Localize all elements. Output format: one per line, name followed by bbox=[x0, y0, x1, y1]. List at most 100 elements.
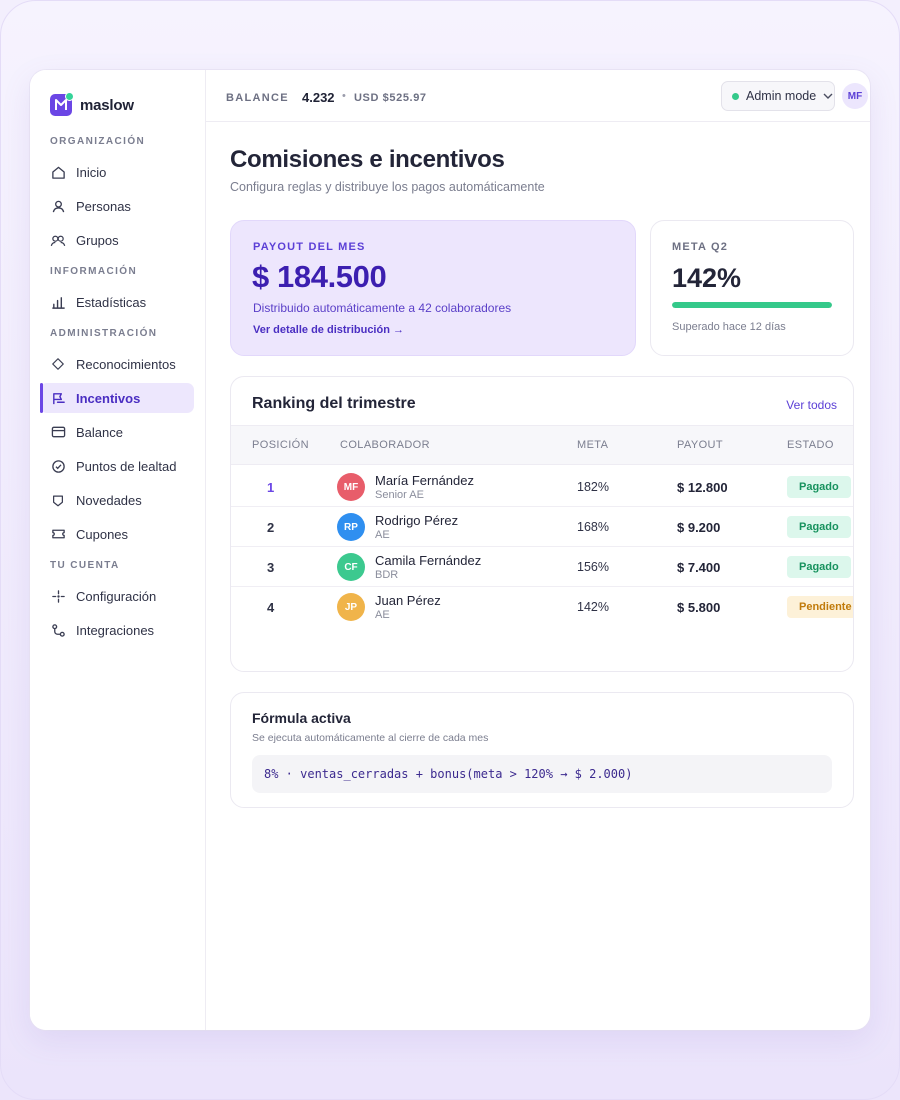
ranking-title: Ranking del trimestre bbox=[252, 395, 416, 412]
home-icon bbox=[50, 164, 66, 180]
sidebar-item-grupos[interactable]: Grupos bbox=[40, 225, 194, 255]
section-label-administracion: ADMINISTRACIÓN bbox=[50, 328, 158, 339]
sidebar-item-integraciones[interactable]: Integraciones bbox=[40, 615, 194, 645]
sidebar-item-label: Grupos bbox=[76, 232, 119, 248]
section-label-tu-cuenta: TU CUENTA bbox=[50, 560, 120, 571]
sidebar-item-label: Estadísticas bbox=[76, 294, 147, 310]
payout-card: PAYOUT DEL MES $ 184.500 Distribuido aut… bbox=[230, 220, 636, 356]
shield-icon bbox=[50, 492, 66, 508]
avatar: RP bbox=[337, 513, 365, 541]
sidebar-item-label: Reconocimientos bbox=[76, 356, 176, 372]
formula-subtitle: Se ejecuta automáticamente al cierre de … bbox=[252, 732, 489, 744]
sidebar-item-novedades[interactable]: Novedades bbox=[40, 485, 194, 515]
table-row[interactable]: 2 RP Rodrigo Pérez AE 168% $ 9.200 Pagad… bbox=[231, 507, 853, 547]
position-cell: 2 bbox=[267, 520, 275, 535]
avatar: JP bbox=[337, 593, 365, 621]
sidebar: maslow ORGANIZACIÓN Inicio Personas Grup… bbox=[30, 70, 206, 1030]
meta-cell: 168% bbox=[577, 520, 609, 534]
meta-label: META Q2 bbox=[672, 241, 729, 253]
user-avatar[interactable]: MF bbox=[842, 83, 868, 109]
user-icon bbox=[50, 198, 66, 214]
diamond-icon bbox=[50, 356, 66, 372]
payout-label: PAYOUT DEL MES bbox=[253, 241, 366, 253]
users-icon bbox=[50, 232, 66, 248]
payout-value: $ 184.500 bbox=[252, 259, 387, 294]
sidebar-item-inicio[interactable]: Inicio bbox=[40, 157, 194, 187]
sidebar-item-estadisticas[interactable]: Estadísticas bbox=[40, 287, 194, 317]
table-row[interactable]: 3 CF Camila Fernández BDR 156% $ 7.400 P… bbox=[231, 547, 853, 587]
position-cell: 4 bbox=[267, 600, 275, 615]
sidebar-item-incentivos[interactable]: Incentivos bbox=[40, 383, 194, 413]
sidebar-item-label: Incentivos bbox=[76, 390, 141, 406]
distribution-detail-link[interactable]: Ver detalle de distribución → bbox=[253, 324, 404, 336]
sidebar-item-balance[interactable]: Balance bbox=[40, 417, 194, 447]
sidebar-item-label: Cupones bbox=[76, 526, 129, 542]
meta-card: META Q2 142% Superado hace 12 días bbox=[650, 220, 854, 356]
column-header-posicion[interactable]: POSICIÓN bbox=[252, 439, 309, 451]
sidebar-item-cupones[interactable]: Cupones bbox=[40, 519, 194, 549]
collaborator-role: AE bbox=[375, 609, 390, 621]
table-row[interactable]: 4 JP Juan Pérez AE 142% $ 5.800 Pendient… bbox=[231, 587, 853, 627]
formula-title: Fórmula activa bbox=[252, 710, 351, 726]
page-title: Comisiones e incentivos bbox=[230, 146, 505, 173]
position-cell: 3 bbox=[267, 560, 275, 575]
status-dot-icon bbox=[732, 92, 739, 100]
payout-cell: $ 7.400 bbox=[677, 560, 721, 575]
brand-name: maslow bbox=[80, 96, 134, 114]
sparkle-icon bbox=[50, 588, 66, 604]
check-circle-icon bbox=[50, 458, 66, 474]
section-label-organizacion: ORGANIZACIÓN bbox=[50, 136, 146, 147]
flag-icon bbox=[50, 390, 66, 406]
sidebar-item-label: Novedades bbox=[76, 492, 142, 508]
ticket-icon bbox=[50, 526, 66, 542]
column-header-colaborador[interactable]: COLABORADOR bbox=[340, 439, 430, 451]
avatar: MF bbox=[337, 473, 365, 501]
sidebar-item-label: Personas bbox=[76, 198, 131, 214]
admin-mode-dropdown[interactable]: Admin mode bbox=[721, 81, 835, 111]
collaborator-name: Juan Pérez bbox=[375, 593, 441, 608]
meta-cell: 182% bbox=[577, 480, 609, 494]
table-header: POSICIÓN COLABORADOR META PAYOUT ESTADO bbox=[231, 425, 853, 465]
sidebar-item-label: Balance bbox=[76, 424, 123, 440]
app-window: maslow ORGANIZACIÓN Inicio Personas Grup… bbox=[30, 70, 870, 1030]
status-badge: Pagado bbox=[787, 556, 851, 578]
admin-mode-label: Admin mode bbox=[746, 89, 817, 103]
collaborator-role: Senior AE bbox=[375, 489, 424, 501]
integration-icon bbox=[50, 622, 66, 638]
collaborator-role: BDR bbox=[375, 569, 399, 581]
formula-card: Fórmula activa Se ejecuta automáticament… bbox=[230, 692, 854, 808]
column-header-meta[interactable]: META bbox=[577, 439, 609, 451]
formula-code[interactable]: 8% · ventas_cerradas + bonus(meta > 120%… bbox=[252, 755, 832, 793]
balance-value: 4.232 bbox=[302, 90, 335, 105]
collaborator-name: María Fernández bbox=[375, 473, 474, 488]
payout-cell: $ 12.800 bbox=[677, 480, 728, 495]
sidebar-item-configuracion[interactable]: Configuración bbox=[40, 581, 194, 611]
section-label-informacion: INFORMACIÓN bbox=[50, 266, 138, 277]
view-all-link[interactable]: Ver todos bbox=[786, 398, 837, 412]
meta-cell: 142% bbox=[577, 600, 609, 614]
topbar: BALANCE 4.232 • USD $525.97 Admin mode M… bbox=[206, 70, 870, 122]
collaborator-name: Rodrigo Pérez bbox=[375, 513, 459, 528]
sidebar-item-label: Integraciones bbox=[76, 622, 155, 638]
status-badge: Pagado bbox=[787, 516, 851, 538]
sidebar-item-personas[interactable]: Personas bbox=[40, 191, 194, 221]
meta-note: Superado hace 12 días bbox=[672, 321, 786, 333]
sidebar-item-label: Configuración bbox=[76, 588, 157, 604]
balance-usd: USD $525.97 bbox=[354, 92, 427, 104]
sidebar-item-puntos-de-lealtad[interactable]: Puntos de lealtad bbox=[40, 451, 194, 481]
payout-cell: $ 5.800 bbox=[677, 600, 721, 615]
payout-cell: $ 9.200 bbox=[677, 520, 721, 535]
collaborator-role: AE bbox=[375, 529, 390, 541]
chevron-down-icon bbox=[823, 92, 833, 100]
meta-value: 142% bbox=[672, 263, 742, 293]
sidebar-item-label: Puntos de lealtad bbox=[76, 458, 177, 474]
meta-progress-fill bbox=[672, 302, 832, 308]
table-row[interactable]: 1 MF María Fernández Senior AE 182% $ 12… bbox=[231, 467, 853, 507]
position-cell: 1 bbox=[267, 480, 275, 495]
brand[interactable]: maslow bbox=[50, 92, 134, 116]
column-header-estado[interactable]: ESTADO bbox=[787, 439, 834, 451]
sidebar-item-reconocimientos[interactable]: Reconocimientos bbox=[40, 349, 194, 379]
status-badge: Pagado bbox=[787, 476, 851, 498]
column-header-payout[interactable]: PAYOUT bbox=[677, 439, 723, 451]
balance-separator: • bbox=[342, 90, 346, 102]
